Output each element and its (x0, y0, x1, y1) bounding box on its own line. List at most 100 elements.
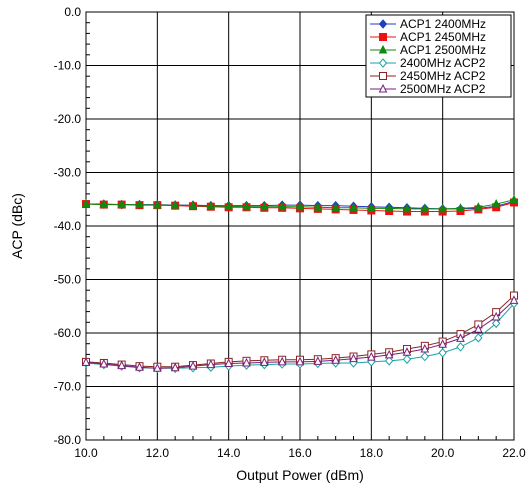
legend-marker (379, 72, 387, 80)
y-axis-ticks: 0.0 -10.0 -20.0 -30.0 -40.0 -50.0 -60.0 -70.0 -8… (54, 5, 90, 447)
y-tick-label: -20.0 (54, 112, 82, 126)
data-point (402, 347, 412, 356)
data-point (206, 201, 216, 210)
data-point (438, 203, 447, 213)
x-tick-label: 10.0 (74, 446, 98, 460)
y-tick-label: -40.0 (54, 219, 82, 233)
data-point (349, 353, 358, 363)
data-point (402, 354, 412, 364)
x-axis-label: Output Power (dBm) (236, 467, 364, 483)
data-point (117, 199, 126, 209)
legend-label: ACP1 2450MHz (400, 30, 486, 44)
y-tick-label: -70.0 (54, 380, 82, 394)
y-tick-label: -10.0 (54, 59, 82, 73)
data-point (420, 203, 430, 213)
data-point (474, 324, 483, 333)
data-point (367, 351, 376, 361)
legend-item: ACP1 2500MHz (370, 43, 486, 57)
data-point (313, 356, 323, 365)
legend-label: ACP1 2400MHz (400, 17, 486, 31)
data-point (491, 311, 501, 321)
data-point (188, 361, 198, 370)
legend-item: 2450MHz ACP2 (370, 69, 486, 83)
x-tick-label: 22.0 (502, 446, 526, 460)
data-point (384, 349, 394, 359)
data-point (242, 357, 251, 367)
legend-label: ACP1 2500MHz (400, 43, 486, 57)
data-point (491, 198, 501, 208)
data-point (170, 200, 180, 209)
y-tick-label: -80.0 (54, 433, 82, 447)
data-point (384, 203, 394, 212)
data-point (277, 201, 287, 211)
legend-label: 2400MHz ACP2 (400, 56, 486, 70)
x-tick-label: 20.0 (431, 446, 455, 460)
data-point (420, 343, 430, 353)
legend-marker (378, 83, 388, 93)
legend-label: 2500MHz ACP2 (400, 82, 486, 96)
data-point (188, 200, 198, 210)
data-point (260, 357, 269, 366)
data-point (420, 351, 429, 362)
data-point (349, 202, 358, 212)
x-tick-label: 12.0 (146, 446, 170, 460)
legend-item: 2400MHz ACP2 (370, 56, 486, 70)
data-point (153, 363, 162, 372)
data-point (438, 339, 447, 348)
data-point (295, 201, 305, 211)
data-point (367, 203, 376, 212)
data-point (277, 356, 287, 366)
data-point (331, 355, 340, 364)
data-point (295, 356, 305, 366)
data-point (153, 200, 162, 209)
data-point (474, 333, 483, 343)
legend-marker (378, 44, 388, 54)
data-point (81, 357, 91, 366)
data-point (438, 348, 447, 358)
data-point (224, 201, 233, 210)
data-point (224, 358, 233, 367)
data-point (206, 359, 216, 369)
legend-label: 2450MHz ACP2 (400, 69, 486, 83)
data-point (474, 202, 483, 211)
data-point (402, 203, 412, 213)
data-point (385, 356, 394, 366)
x-axis-ticks: 10.0 12.0 14.0 16.0 18.0 20.0 22.0 (74, 436, 526, 460)
legend-item: ACP1 2450MHz (370, 30, 486, 44)
data-point (456, 203, 465, 212)
series-2 (81, 194, 519, 213)
y-tick-label: 0.0 (64, 5, 81, 19)
y-tick-label: -30.0 (54, 166, 82, 180)
legend-marker (379, 33, 387, 41)
data-point (170, 362, 180, 372)
data-point (135, 199, 144, 209)
data-point (81, 198, 91, 208)
data-point (99, 358, 109, 368)
data-point (509, 194, 519, 204)
y-axis-label: ACP (dBc) (9, 193, 25, 259)
series-5 (81, 295, 519, 372)
x-tick-label: 18.0 (360, 446, 384, 460)
data-point (260, 201, 269, 211)
y-tick-label: -60.0 (54, 326, 82, 340)
data-point (456, 342, 465, 352)
legend-marker (378, 58, 388, 68)
plot-area (85, 11, 515, 441)
legend-box (365, 14, 512, 98)
data-point (492, 318, 501, 329)
data-point (135, 362, 144, 371)
x-tick-label: 16.0 (288, 446, 312, 460)
data-point (331, 202, 340, 212)
legend-item: 2500MHz ACP2 (370, 82, 486, 96)
data-point (313, 202, 323, 211)
y-tick-label: -50.0 (54, 273, 82, 287)
data-point (456, 333, 465, 342)
data-point (117, 360, 126, 370)
x-tick-label: 14.0 (217, 446, 241, 460)
data-point (242, 201, 251, 211)
data-point (509, 295, 519, 304)
legend-item: ACP1 2400MHz (370, 17, 486, 31)
series-layer (81, 194, 519, 374)
